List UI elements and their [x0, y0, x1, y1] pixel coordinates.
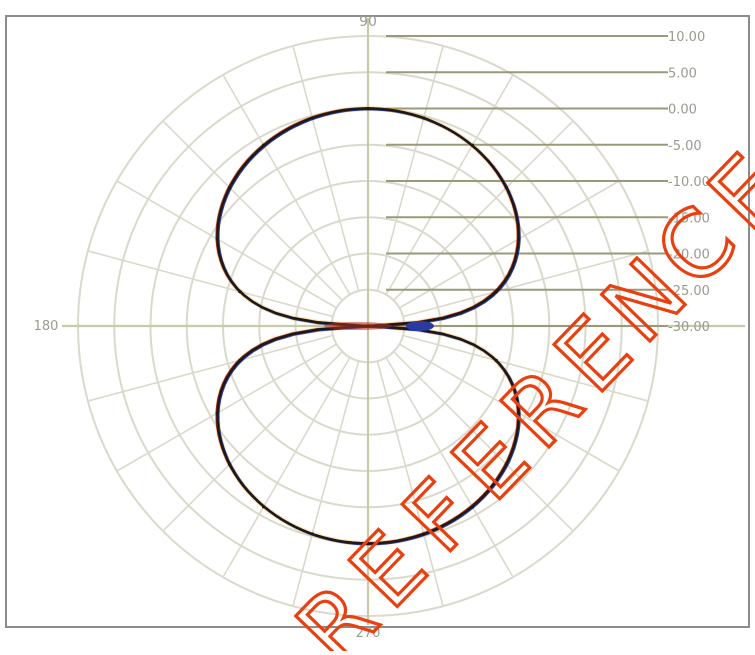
trace-point: [262, 143, 266, 147]
radial-tick-label: -30.00: [668, 320, 710, 335]
radial-tick-label: 5.00: [668, 66, 697, 81]
trace-point: [470, 505, 474, 509]
plot-frame: [5, 15, 750, 628]
grid-spoke: [402, 250, 649, 318]
trace-point: [238, 290, 242, 294]
grid-spoke: [292, 360, 360, 607]
trace-point: [215, 411, 219, 415]
trace-point: [517, 411, 521, 415]
grid-spoke: [162, 351, 343, 532]
trace-point: [504, 462, 509, 467]
trace-point: [366, 106, 370, 111]
trace-point: [262, 505, 266, 509]
radial-tick-label: -20.00: [668, 248, 710, 263]
trace-point: [470, 143, 474, 147]
radial-tick-label: -5.00: [668, 139, 702, 154]
trace-point: [215, 237, 219, 241]
angle-label-180: 180: [34, 319, 59, 334]
trace-point: [422, 116, 426, 120]
trace-point: [227, 185, 232, 190]
radial-tick-scale: 10.00 5.00 0.00 -5.00 -10.00 -15.00 -20.00 -25.…: [386, 30, 710, 335]
trace-point: [517, 237, 521, 241]
grid-spoke: [376, 360, 444, 607]
trace-point: [422, 532, 426, 536]
trace-point: [238, 358, 242, 362]
trace-point: [366, 541, 370, 546]
grid-spoke: [116, 343, 338, 472]
radial-tick-label: -15.00: [668, 211, 710, 226]
angle-label-90: 90: [359, 14, 377, 30]
null-highlight-red: [324, 322, 392, 330]
grid-spoke: [385, 356, 514, 578]
grid-spoke: [393, 351, 574, 532]
grid-spoke: [162, 120, 343, 301]
angle-labels: 90 180 270: [34, 14, 381, 641]
pattern-traces: [214, 105, 522, 547]
grid-spoke: [116, 180, 338, 309]
grid-spoke: [87, 250, 334, 318]
grid-spoke: [393, 120, 574, 301]
trace-point: [310, 116, 314, 120]
trace-point: [504, 185, 509, 190]
grid-spoke: [398, 343, 620, 472]
trace-point: [310, 532, 314, 536]
radial-tick-label: -25.00: [668, 284, 710, 299]
grid-spoke: [222, 74, 351, 296]
trace-point: [494, 358, 498, 362]
radial-tick-label: 0.00: [668, 103, 697, 118]
trace-point: [494, 290, 498, 294]
radial-tick-label: -10.00: [668, 175, 710, 190]
grid-spoke: [398, 180, 620, 309]
radial-tick-label: 10.00: [668, 30, 705, 45]
grid-spoke: [292, 45, 360, 292]
grid-spoke: [385, 74, 514, 296]
null-highlight-blue: [406, 321, 434, 331]
grid-spoke: [376, 45, 444, 292]
angle-label-270: 270: [356, 626, 381, 641]
grid-spoke: [222, 356, 351, 578]
trace-point: [227, 462, 232, 467]
grid-spoke: [402, 334, 649, 402]
grid-spoke: [87, 334, 334, 402]
